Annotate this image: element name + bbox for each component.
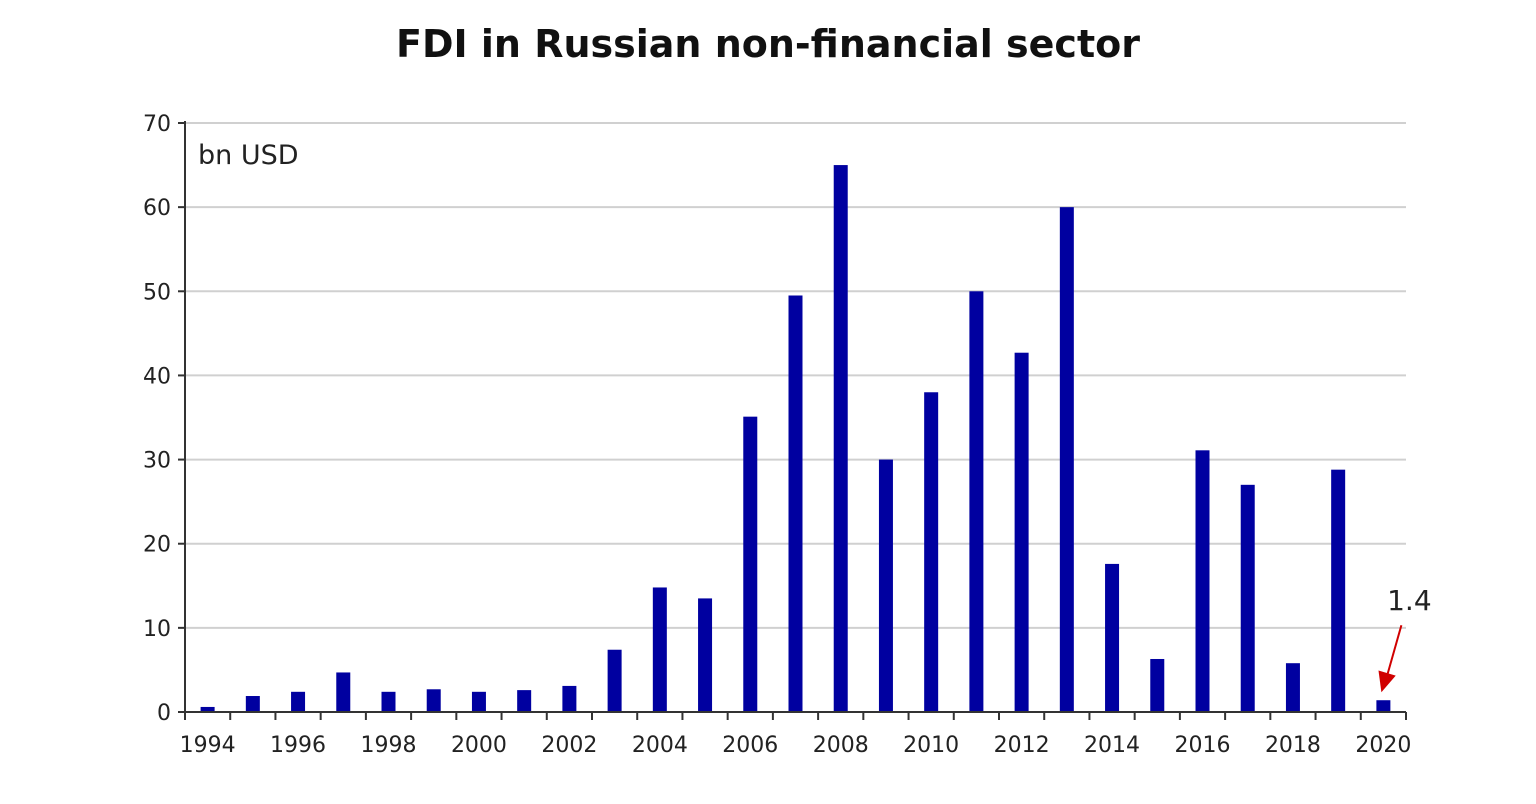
x-tick-label: 2012: [994, 733, 1050, 758]
annotation-arrowhead: [1378, 670, 1396, 693]
y-tick-label: 70: [143, 112, 171, 137]
x-tick-label: 2014: [1084, 733, 1140, 758]
bar-2005: [698, 598, 713, 712]
x-tick-label: 2006: [722, 733, 778, 758]
y-tick-label: 20: [143, 533, 171, 558]
annotation-arrow-line: [1385, 624, 1403, 679]
x-tick-label: 2004: [632, 733, 688, 758]
bar-2018: [1285, 663, 1300, 712]
bar-2011: [969, 291, 984, 712]
bar-2004: [652, 587, 667, 712]
labels: 0 10 20 30 40 50 60 70 1994 1996 1998 2000 2002 2004 2…: [143, 112, 1411, 758]
bar-2009: [878, 459, 893, 712]
y-tick-label: 30: [143, 449, 171, 474]
x-tick-label: 1996: [270, 733, 326, 758]
bar-2020: [1376, 700, 1391, 712]
bars: [200, 165, 1391, 713]
bar-2015: [1150, 658, 1165, 712]
bar-2017: [1240, 484, 1255, 712]
unit-label: bn USD: [198, 140, 299, 171]
bar-1995: [245, 696, 260, 712]
x-tick-label: 2000: [451, 733, 507, 758]
x-tick-label: 2018: [1265, 733, 1321, 758]
bar-2010: [924, 392, 939, 712]
bar-2012: [1014, 352, 1029, 712]
x-tick-label: 2020: [1355, 733, 1411, 758]
bar-2006: [743, 416, 758, 712]
bar-1999: [426, 689, 441, 712]
bar-2013: [1059, 207, 1074, 712]
bar-2019: [1331, 469, 1346, 712]
y-tick-label: 0: [157, 701, 171, 726]
bar-1996: [291, 691, 306, 712]
y-tick-label: 40: [143, 364, 171, 389]
x-tick-label: 2010: [903, 733, 959, 758]
bar-2008: [833, 165, 848, 713]
axes: [178, 121, 1407, 720]
bar-2016: [1195, 450, 1210, 712]
x-tick-label: 1994: [180, 733, 236, 758]
x-tick-label: 2008: [813, 733, 869, 758]
annotation-label: 1.4: [1387, 584, 1432, 617]
bar-2007: [788, 295, 803, 712]
annotations: 1.4: [1378, 584, 1432, 693]
bar-1998: [381, 691, 396, 712]
bar-1997: [336, 672, 351, 712]
x-tick-label: 1998: [361, 733, 417, 758]
chart-title: FDI in Russian non-financial sector: [396, 22, 1140, 66]
bar-2002: [562, 685, 577, 712]
bar-2001: [517, 690, 532, 712]
x-tick-label: 2016: [1175, 733, 1231, 758]
y-tick-label: 60: [143, 196, 171, 221]
x-tick-label: 2002: [541, 733, 597, 758]
bar-2000: [471, 691, 486, 712]
bar-1994: [200, 706, 215, 712]
y-tick-label: 10: [143, 617, 171, 642]
bar-2014: [1105, 563, 1120, 712]
bar-2003: [607, 649, 622, 712]
y-tick-label: 50: [143, 280, 171, 305]
